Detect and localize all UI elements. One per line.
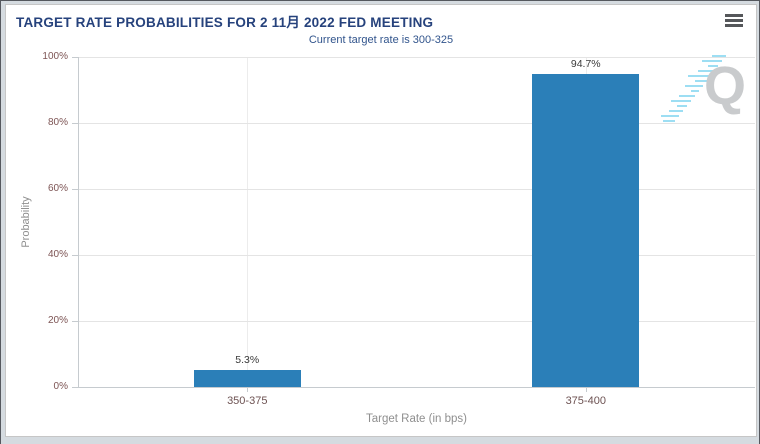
chart-title: TARGET RATE PROBABILITIES FOR 2 11月 2022… bbox=[16, 15, 434, 30]
y-tick-label: 40% bbox=[47, 249, 68, 260]
watermark-stripe bbox=[663, 120, 676, 122]
watermark-stripe bbox=[669, 110, 684, 112]
horizontal-gridline bbox=[78, 189, 755, 190]
y-tick-label: 60% bbox=[47, 183, 68, 194]
y-axis-tick bbox=[72, 387, 78, 388]
chart-context-menu-button[interactable] bbox=[725, 14, 743, 27]
horizontal-gridline bbox=[78, 123, 755, 124]
watermark-stripe bbox=[694, 80, 707, 82]
watermark-stripe bbox=[661, 115, 680, 117]
y-axis-tick bbox=[72, 123, 78, 124]
bar-value-label: 94.7% bbox=[570, 58, 601, 71]
y-axis-title: Probability bbox=[20, 196, 32, 248]
hamburger-menu-icon bbox=[725, 19, 743, 22]
quikstrike-watermark: Q bbox=[661, 55, 752, 133]
watermark-stripe bbox=[702, 60, 723, 62]
watermark-stripe bbox=[688, 75, 711, 77]
y-tick-label: 20% bbox=[47, 315, 68, 326]
horizontal-gridline bbox=[78, 321, 755, 322]
y-axis-tick bbox=[72, 189, 78, 190]
y-tick-label: 0% bbox=[53, 381, 68, 392]
horizontal-gridline bbox=[78, 387, 755, 388]
watermark-stripe bbox=[678, 95, 695, 97]
horizontal-gridline bbox=[78, 57, 755, 58]
watermark-stripe bbox=[690, 90, 699, 92]
hamburger-menu-icon bbox=[725, 14, 743, 17]
watermark-stripe bbox=[677, 105, 687, 107]
horizontal-gridline bbox=[78, 255, 755, 256]
y-tick-label: 80% bbox=[47, 117, 68, 128]
x-category-label: 375-400 bbox=[565, 395, 606, 407]
chart-panel: TARGET RATE PROBABILITIES FOR 2 11月 2022… bbox=[5, 4, 757, 437]
probability-bar-375-400[interactable] bbox=[532, 74, 640, 387]
bar-value-label: 5.3% bbox=[235, 353, 260, 366]
x-axis-title: Target Rate (in bps) bbox=[366, 413, 467, 425]
probability-bar-350-375[interactable] bbox=[193, 369, 301, 387]
watermark-stripe bbox=[708, 65, 719, 67]
x-axis-tick bbox=[247, 387, 249, 392]
watermark-stripe bbox=[698, 70, 715, 72]
watermark-stripe bbox=[684, 85, 703, 87]
y-axis-tick bbox=[72, 321, 78, 322]
y-axis-line bbox=[78, 57, 79, 387]
hamburger-menu-icon bbox=[725, 24, 743, 27]
chart-subtitle: Current target rate is 300-325 bbox=[308, 34, 454, 46]
x-category-label: 350-375 bbox=[227, 395, 268, 407]
x-axis-tick bbox=[585, 387, 587, 392]
y-tick-label: 100% bbox=[42, 51, 68, 62]
vertical-gridline bbox=[247, 57, 249, 387]
watermark-stripe bbox=[670, 100, 691, 102]
y-axis-tick bbox=[72, 255, 78, 256]
y-axis-tick bbox=[72, 57, 78, 58]
quikstrike-q-logo-icon: Q bbox=[703, 56, 746, 116]
